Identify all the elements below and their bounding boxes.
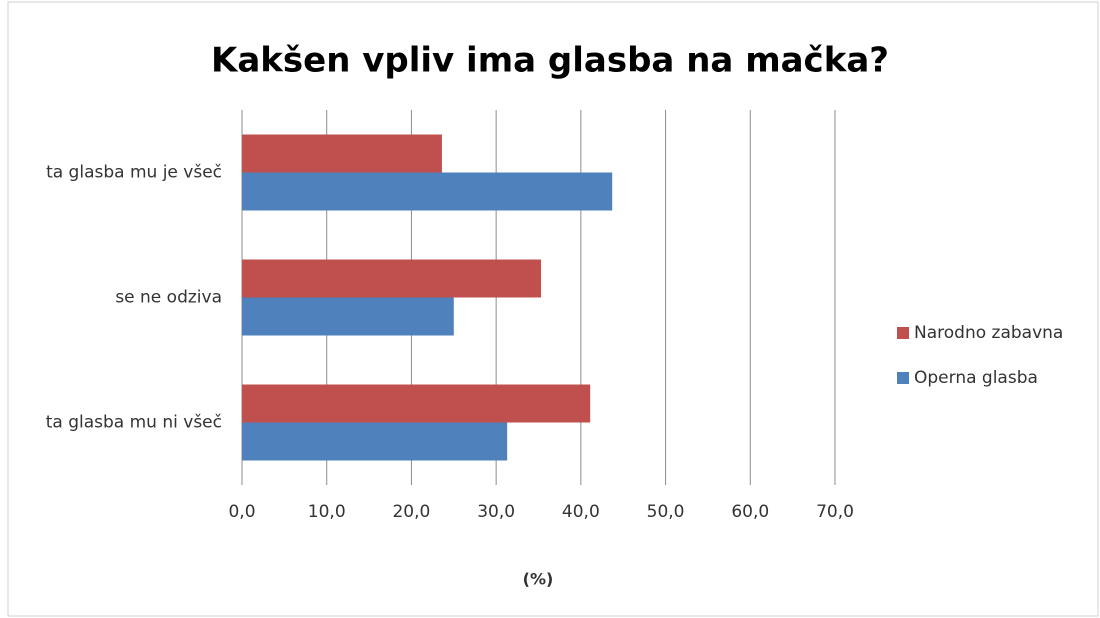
legend-swatch [897, 372, 909, 384]
x-tick-label: 40,0 [562, 502, 600, 522]
legend-label: Operna glasba [914, 368, 1038, 388]
x-tick-label: 60,0 [731, 502, 769, 522]
y-tick-label: ta glasba mu je všeč [46, 163, 222, 183]
x-tick-label: 70,0 [816, 502, 854, 522]
chart-title: Kakšen vpliv ima glasba na mačka? [211, 41, 889, 81]
x-tick-label: 50,0 [647, 502, 685, 522]
y-tick-label: ta glasba mu ni všeč [46, 413, 222, 433]
x-axis-label: (%) [523, 570, 554, 589]
bar [242, 422, 508, 461]
x-tick-label: 10,0 [308, 502, 346, 522]
bar [242, 172, 613, 211]
bar [242, 259, 542, 298]
bar [242, 297, 454, 336]
y-tick-label: se ne odziva [115, 288, 222, 308]
legend-swatch [897, 327, 909, 339]
chart-border [7, 1, 1099, 617]
x-tick-label: 0,0 [228, 502, 255, 522]
x-tick-label: 30,0 [477, 502, 515, 522]
legend-label: Narodno zabavna [914, 323, 1063, 343]
bar [242, 134, 442, 173]
bar [242, 384, 591, 423]
x-tick-label: 20,0 [392, 502, 430, 522]
